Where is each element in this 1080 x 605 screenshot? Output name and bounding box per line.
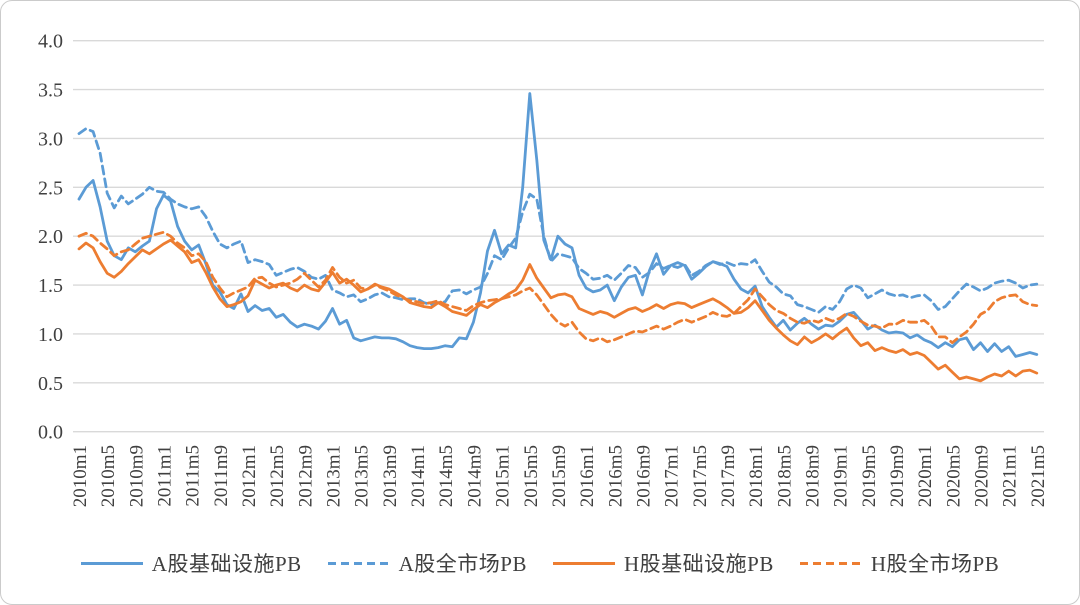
y-tick-label: 1.5	[38, 275, 63, 297]
x-tick-label: 2016m9	[633, 445, 654, 507]
x-tick-label: 2013m5	[352, 445, 373, 507]
x-tick-label: 2019m9	[887, 445, 908, 507]
x-tick-label: 2021m5	[1028, 445, 1049, 507]
x-tick-label: 2014m5	[436, 445, 457, 507]
legend-line-dashed-blue	[327, 561, 390, 565]
x-tick-label: 2017m9	[718, 445, 739, 507]
x-tick-label: 2010m5	[98, 445, 119, 507]
x-tick-label: 2014m9	[464, 445, 485, 507]
legend-label-a-infra: A股基础设施PB	[151, 552, 302, 576]
y-tick-label: 3.5	[38, 80, 63, 102]
legend-item-a-infra: A股基础设施PB	[80, 548, 302, 578]
y-tick-label: 3.0	[38, 128, 63, 150]
x-tick-label: 2021m1	[1000, 445, 1021, 507]
x-tick-label: 2017m1	[662, 445, 683, 507]
legend-label-h-market: H股全市场PB	[870, 552, 1000, 576]
series-line-0-solid	[77, 92, 1039, 358]
legend-line-dashed-orange	[799, 561, 862, 565]
legend-line-solid-orange	[553, 561, 615, 565]
x-tick-label: 2015m9	[549, 445, 570, 507]
x-tick-label: 2018m5	[774, 445, 795, 507]
legend-item-a-market: A股全市场PB	[327, 548, 527, 578]
y-tick-label: 2.0	[38, 226, 63, 248]
legend-label-h-infra: H股基础设施PB	[624, 552, 774, 576]
y-tick-label: 0.5	[38, 373, 63, 395]
pb-ratio-line-chart: 0.0 0.5 1.0 1.5 2.0 2.5 3.0 3.5 4.0 2010m1 2010m5 2…	[38, 31, 1049, 508]
chart-legend: A股基础设施PB A股全市场PB H股基础设施PB H股全市场PB	[1, 541, 1079, 585]
x-tick-label: 2012m1	[239, 445, 260, 507]
x-tick-label: 2019m5	[859, 445, 880, 507]
series-line-2-solid	[77, 238, 1039, 383]
x-tick-label: 2020m9	[972, 445, 993, 507]
x-tick-label: 2011m5	[183, 445, 204, 507]
x-tick-label: 2020m1	[915, 445, 936, 507]
x-tick-label: 2011m1	[155, 445, 176, 507]
y-tick-label: 4.0	[38, 31, 63, 53]
legend-item-h-infra: H股基础设施PB	[553, 548, 774, 578]
x-tick-label: 2015m1	[493, 445, 514, 507]
x-tick-label: 2012m5	[267, 445, 288, 507]
x-tick-label: 2015m5	[521, 445, 542, 507]
y-tick-label: 2.5	[38, 177, 63, 199]
legend-line-solid-blue	[80, 561, 143, 565]
x-tick-label: 2017m5	[690, 445, 711, 507]
x-tick-label: 2013m1	[324, 445, 345, 507]
x-tick-label: 2019m1	[831, 445, 852, 507]
legend-item-h-market: H股全市场PB	[799, 548, 1000, 578]
x-tick-label: 2014m1	[408, 445, 429, 507]
x-tick-label: 2012m9	[295, 445, 316, 507]
x-tick-label: 2016m5	[605, 445, 626, 507]
x-tick-label: 2013m9	[380, 445, 401, 507]
x-tick-label: 2010m1	[70, 445, 91, 507]
y-tick-label: 0.0	[38, 422, 63, 444]
series-line-3-dashed	[77, 230, 1039, 345]
legend-label-a-market: A股全市场PB	[398, 552, 527, 576]
x-tick-label: 2020m5	[943, 445, 964, 507]
x-tick-label: 2018m9	[803, 445, 824, 507]
x-tick-label: 2018m1	[746, 445, 767, 507]
x-tick-label: 2011m9	[211, 445, 232, 507]
series-line-1-dashed	[77, 127, 1039, 314]
y-tick-label: 1.0	[38, 324, 63, 346]
x-tick-label: 2016m1	[577, 445, 598, 507]
x-tick-label: 2010m9	[126, 445, 147, 507]
